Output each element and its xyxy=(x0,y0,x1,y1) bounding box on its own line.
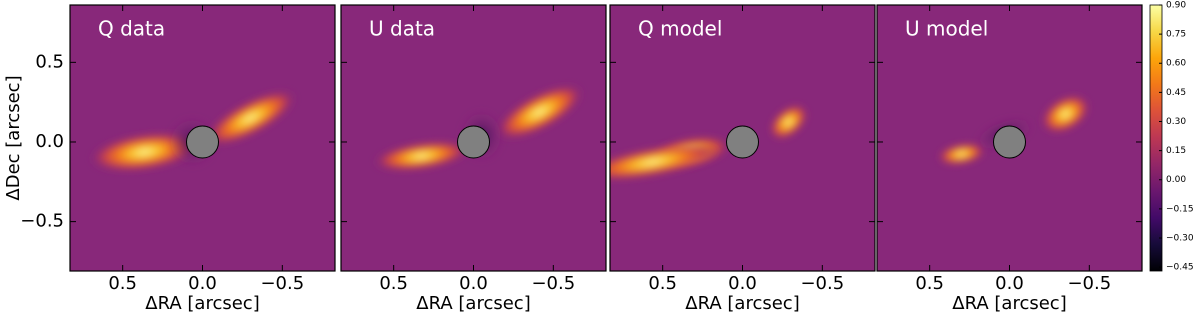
x-tick-label: −0.5 xyxy=(800,273,844,294)
disk-emission xyxy=(769,104,808,140)
x-tick-label: 0.5 xyxy=(379,273,408,294)
disk-emission xyxy=(373,141,470,171)
panel-title: Q data xyxy=(98,17,165,41)
colorbar-tick-label: 0.15 xyxy=(1166,146,1186,156)
colorbar-tick-label: 0.60 xyxy=(1166,59,1186,69)
disk-emission xyxy=(496,84,583,140)
x-tick-label: −0.5 xyxy=(531,273,575,294)
x-tick-label: 0.0 xyxy=(995,273,1024,294)
heatmap-image xyxy=(70,5,335,271)
colorbar-tick-label: 0.00 xyxy=(1166,175,1186,185)
colorbar-tick-label: 0.90 xyxy=(1166,1,1186,11)
panel-title: Q model xyxy=(638,17,722,41)
x-tick-label: −0.5 xyxy=(1067,273,1111,294)
panel-title: U model xyxy=(905,17,988,41)
y-tick-label: 0.0 xyxy=(35,131,64,152)
x-axis-label: ΔRA [arcsec] xyxy=(952,293,1066,314)
x-tick-label: −0.5 xyxy=(260,273,304,294)
x-tick-label: 0.5 xyxy=(915,273,944,294)
x-tick-label: 0.5 xyxy=(648,273,677,294)
x-axis-label: ΔRA [arcsec] xyxy=(145,293,259,314)
heatmap-image xyxy=(341,5,606,271)
y-tick-label: 0.5 xyxy=(35,51,64,72)
colorbar-tick-label: 0.75 xyxy=(1166,30,1186,40)
x-tick-label: 0.0 xyxy=(728,273,757,294)
disk-emission xyxy=(610,143,722,181)
x-tick-label: 0.0 xyxy=(188,273,217,294)
colorbar-tick-label: −0.30 xyxy=(1166,233,1194,243)
y-axis-label: ΔDec [arcsec] xyxy=(3,75,24,200)
disk-emission xyxy=(205,90,296,146)
x-tick-label: 0.0 xyxy=(459,273,488,294)
coronagraph-mask xyxy=(726,125,759,159)
x-tick-label: 0.5 xyxy=(108,273,137,294)
disk-emission xyxy=(1041,94,1090,133)
colorbar-tick-label: −0.45 xyxy=(1166,263,1194,273)
colorbar-tick-label: 0.45 xyxy=(1166,88,1186,98)
panel-title: U data xyxy=(369,17,435,41)
heatmap-image xyxy=(610,5,875,271)
coronagraph-mask xyxy=(186,125,219,159)
x-axis-label: ΔRA [arcsec] xyxy=(685,293,799,314)
disk-emission xyxy=(937,143,986,165)
coronagraph-mask xyxy=(993,125,1026,159)
coronagraph-mask xyxy=(457,125,490,159)
colorbar-tick-label: 0.30 xyxy=(1166,117,1186,127)
colorbar-tick-label: −0.15 xyxy=(1166,204,1194,214)
x-axis-label: ΔRA [arcsec] xyxy=(416,293,530,314)
y-tick-label: −0.5 xyxy=(20,211,64,232)
heatmap-image xyxy=(877,5,1142,271)
colorbar xyxy=(1149,4,1163,272)
